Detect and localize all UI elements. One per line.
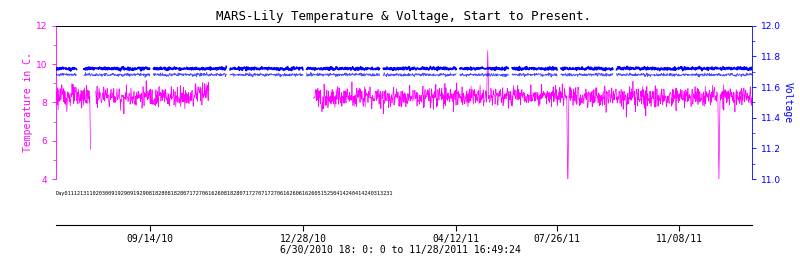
Title: MARS-Lily Temperature & Voltage, Start to Present.: MARS-Lily Temperature & Voltage, Start t… [217,10,591,23]
Y-axis label: Temperature in C.: Temperature in C. [22,52,33,152]
Text: Day01112131102030091929091929081828081828071727061626081828071727071727061626061: Day0111213110203009192909192908182808182… [56,191,394,196]
Y-axis label: Voltage: Voltage [782,82,792,123]
Text: 6/30/2010 18: 0: 0 to 11/28/2011 16:49:24: 6/30/2010 18: 0: 0 to 11/28/2011 16:49:2… [279,246,521,255]
